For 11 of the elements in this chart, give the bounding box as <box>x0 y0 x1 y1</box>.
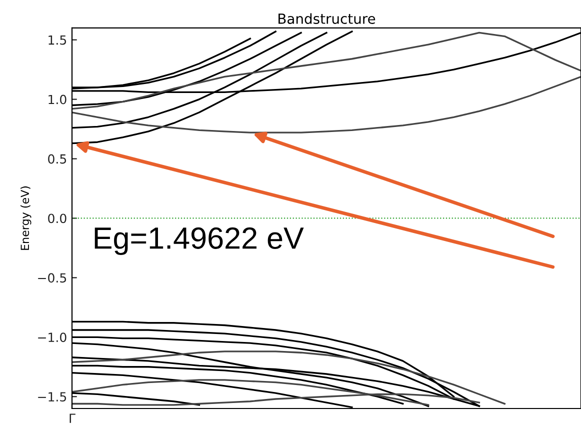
y-tick-label: −1.5 <box>38 392 66 402</box>
chart-title: Bandstructure <box>278 13 376 24</box>
y-tick-label: 1.5 <box>48 35 66 45</box>
x-tick-label: Γ <box>70 414 76 423</box>
y-tick-label: 0.0 <box>48 214 66 224</box>
y-axis-title: Energy (eV) <box>20 186 32 250</box>
annotation: Eg=1.49622 eV <box>94 227 304 256</box>
y-tick-label: −1.0 <box>38 332 66 342</box>
y-tick-label: 0.5 <box>48 154 66 164</box>
y-tick-label: 1.0 <box>48 94 66 104</box>
y-tick-label: −0.5 <box>38 273 66 283</box>
